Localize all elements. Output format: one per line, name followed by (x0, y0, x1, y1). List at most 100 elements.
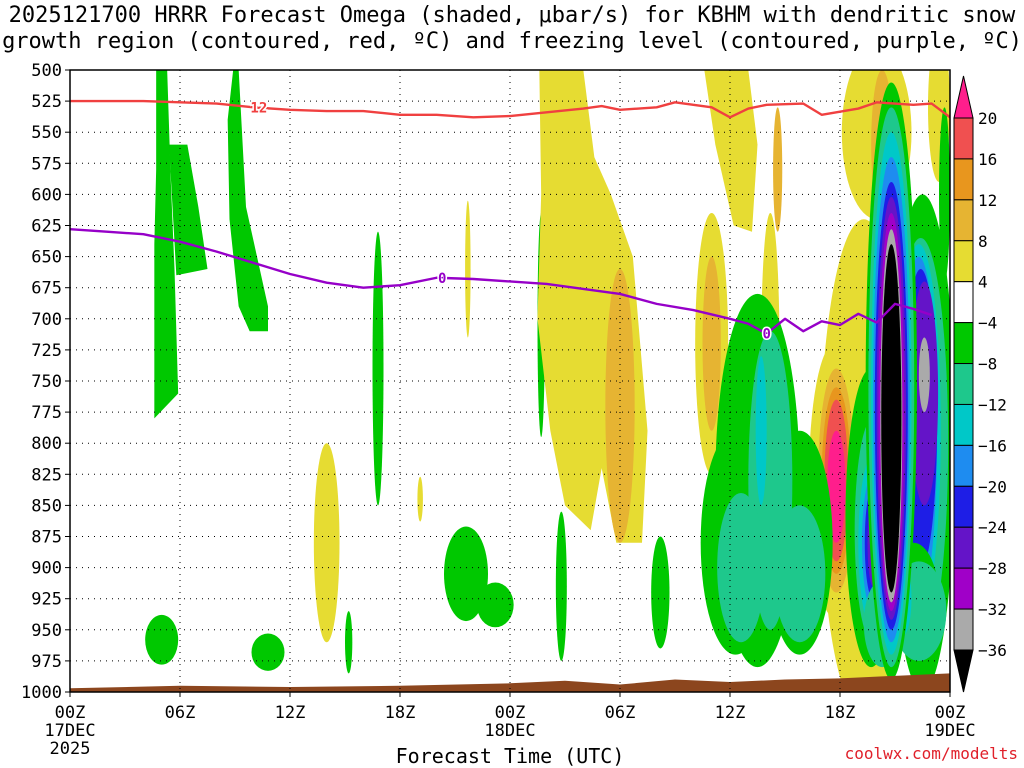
colorbar-segment (953, 281, 974, 324)
colorbar-segment (953, 322, 974, 365)
colorbar-label: 12 (978, 191, 997, 210)
colorbar-segment (953, 403, 974, 446)
x-tick-label: 18Z (825, 703, 856, 723)
colorbar-label: −36 (978, 641, 1007, 660)
x-tick-label: 00Z (55, 703, 86, 723)
omega-region (555, 511, 567, 661)
omega-region (918, 337, 930, 413)
omega-region (939, 107, 950, 282)
y-tick-label: 950 (31, 621, 62, 641)
x-tick-label: 00Z (935, 703, 966, 723)
omega-region (227, 70, 268, 332)
colorbar-label: −28 (978, 559, 1007, 578)
y-tick-label: 1000 (21, 683, 62, 703)
y-tick-label: 650 (31, 248, 62, 268)
x-tick-label: 06Z (605, 703, 636, 723)
omega-region (827, 430, 846, 543)
omega-region (313, 443, 340, 643)
x-tick-label: 12Z (715, 703, 746, 723)
colorbar-segment (953, 199, 974, 242)
colorbar-segment (953, 526, 974, 569)
omega-region (717, 492, 765, 643)
colorbar-segment (953, 363, 974, 405)
omega-region (881, 244, 902, 593)
omega-region (773, 107, 783, 232)
freezing-level-contour (70, 228, 933, 335)
colorbar-label: −24 (978, 518, 1007, 537)
colorbar-segment (953, 649, 974, 693)
y-tick-label: 625 (31, 217, 62, 237)
omega-region (444, 526, 488, 622)
x-tick-date-label: 19DEC (924, 721, 975, 741)
colorbar-segment (953, 117, 974, 160)
colorbar-segment (953, 444, 974, 487)
colorbar-label: 16 (978, 150, 997, 169)
x-tick-label: 00Z (495, 703, 526, 723)
colorbar-label: 4 (978, 273, 988, 292)
y-tick-label: 925 (31, 590, 62, 610)
colorbar-segment (953, 158, 974, 201)
colorbar-label: −32 (978, 600, 1007, 619)
x-tick-year-label: 2025 (50, 739, 91, 759)
omega-region (477, 582, 514, 628)
omega-region (417, 476, 423, 522)
colorbar-segment (953, 240, 974, 283)
omega-region (145, 614, 179, 665)
colorbar-segment (953, 75, 974, 119)
omega-region (465, 200, 471, 338)
y-tick-label: 500 (31, 61, 62, 81)
omega-region (251, 633, 285, 671)
omega-region (651, 536, 670, 649)
x-tick-label: 06Z (165, 703, 196, 723)
y-tick-label: 675 (31, 279, 62, 299)
dgz-contour-label: 12 (250, 101, 267, 117)
omega-region (154, 70, 179, 419)
y-tick-label: 800 (31, 434, 62, 454)
dgz-contour (70, 99, 950, 119)
y-tick-label: 975 (31, 652, 62, 672)
omega-region (372, 231, 384, 506)
x-tick-label: 18Z (385, 703, 416, 723)
omega-region (704, 70, 758, 232)
y-tick-label: 575 (31, 154, 62, 174)
y-tick-label: 900 (31, 559, 62, 579)
chart-title-line-1: 2025121700 HRRR Forecast Omega (shaded, … (8, 3, 1016, 28)
x-tick-date-label: 18DEC (484, 721, 535, 741)
omega-region (755, 356, 767, 506)
colorbar-label: −20 (978, 477, 1007, 496)
omega-region (774, 505, 826, 643)
colorbar-label: −12 (978, 395, 1007, 414)
y-tick-label: 700 (31, 310, 62, 330)
colorbar-label: 8 (978, 232, 988, 251)
colorbar-segment (953, 567, 974, 610)
x-tick-date-label: 17DEC (44, 721, 95, 741)
omega-region (702, 256, 721, 431)
omega-region (169, 144, 208, 276)
colorbar-label: −8 (978, 355, 997, 374)
x-axis-label: Forecast Time (UTC) (396, 744, 625, 768)
y-tick-label: 750 (31, 372, 62, 392)
y-tick-label: 600 (31, 185, 62, 205)
colorbar-segment (953, 608, 974, 651)
colorbar-label: 20 (978, 109, 997, 128)
freezing-level-contour-label: 0 (438, 271, 446, 287)
colorbar-label: −16 (978, 436, 1007, 455)
freezing-level-contour-label: 0 (762, 327, 770, 343)
colorbar-segment (953, 485, 974, 528)
y-tick-label: 850 (31, 496, 62, 516)
x-tick-label: 12Z (275, 703, 306, 723)
credit-link[interactable]: coolwx.com/modelts (844, 744, 1018, 763)
y-tick-label: 550 (31, 123, 62, 143)
y-tick-label: 775 (31, 403, 62, 423)
colorbar-label: −4 (978, 314, 997, 333)
y-tick-label: 525 (31, 92, 62, 112)
omega-region (605, 269, 635, 543)
y-tick-label: 875 (31, 528, 62, 548)
y-tick-label: 725 (31, 341, 62, 361)
y-tick-label: 825 (31, 465, 62, 485)
terrain-area (70, 673, 950, 692)
omega-region (345, 611, 353, 674)
chart-title-line-2: growth region (contoured, red, ºC) and f… (2, 29, 1022, 54)
